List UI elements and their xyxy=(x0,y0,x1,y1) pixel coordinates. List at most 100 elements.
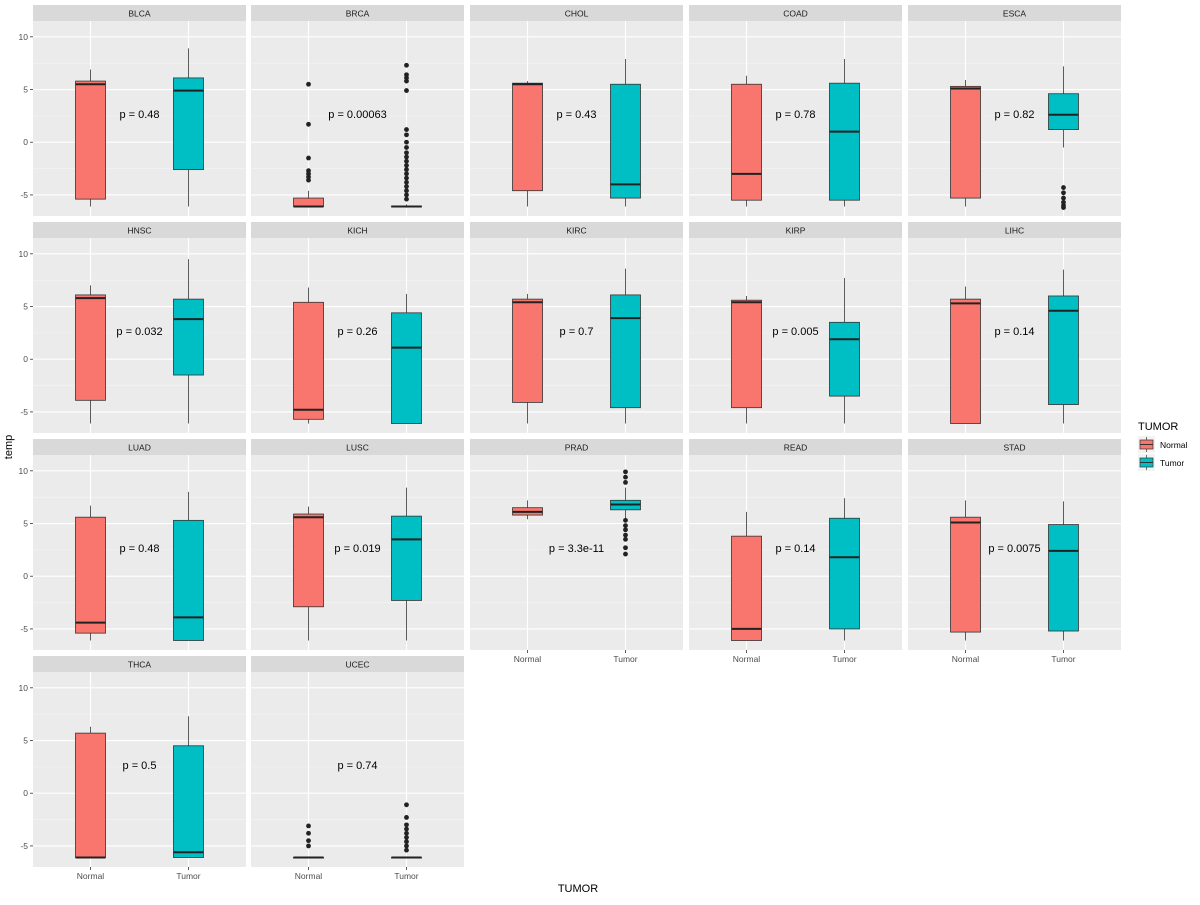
y-tick-label: 5 xyxy=(23,736,28,746)
panel-background xyxy=(33,455,246,650)
outlier-point xyxy=(404,139,409,145)
outlier-point xyxy=(623,532,628,538)
box-body xyxy=(293,301,324,420)
outlier-point xyxy=(404,196,409,202)
box-normal xyxy=(950,500,981,641)
x-tick-label: Tumor xyxy=(394,871,418,881)
outlier-point xyxy=(404,88,409,93)
outlier-point xyxy=(404,847,409,853)
box-tumor xyxy=(829,278,860,424)
outlier-point xyxy=(306,843,311,849)
outlier-point xyxy=(404,830,409,836)
panel-thca: THCA p = 0.5 xyxy=(33,656,246,867)
panel-esca: ESCA p = 0.82 xyxy=(908,5,1121,216)
outlier-point xyxy=(623,545,628,551)
box-normal xyxy=(293,506,324,641)
outlier-point xyxy=(306,81,311,87)
outlier-point xyxy=(623,551,628,557)
p-value-label: p = 0.5 xyxy=(123,760,157,772)
panel-lusc: LUSC p = 0.019 xyxy=(251,439,464,650)
outlier-point xyxy=(623,469,628,475)
panel-title: COAD xyxy=(783,9,808,19)
outlier-point xyxy=(1061,190,1066,196)
box-tumor xyxy=(173,716,204,858)
box-body xyxy=(173,298,204,376)
panel-strip xyxy=(908,439,1121,455)
panel-strip xyxy=(33,439,246,455)
box-body xyxy=(950,298,981,424)
outlier-point xyxy=(623,480,628,485)
x-tick-label: Tumor xyxy=(613,654,637,664)
outlier-point xyxy=(404,132,409,138)
y-tick-label: 5 xyxy=(23,85,28,95)
panel-background xyxy=(251,238,464,433)
panel-background xyxy=(33,21,246,216)
legend: TUMOR Normal Tumor xyxy=(1138,421,1188,471)
outlier-point xyxy=(404,158,409,164)
p-value-label: p = 0.48 xyxy=(119,543,159,555)
y-tick-label: 10 xyxy=(19,249,29,259)
panel-brca: BRCA p = 0.00063 xyxy=(251,5,464,216)
p-value-label: p = 0.019 xyxy=(334,543,380,555)
p-value-label: p = 0.032 xyxy=(116,326,162,338)
box-body xyxy=(75,732,106,858)
panel-background xyxy=(689,238,902,433)
x-tick-label: Normal xyxy=(952,654,980,664)
p-value-label: p = 0.48 xyxy=(119,109,159,121)
outlier-point xyxy=(306,121,311,127)
box-tumor xyxy=(610,268,641,424)
p-value-label: p = 0.43 xyxy=(556,109,596,121)
panel-background xyxy=(251,455,464,650)
outlier-point xyxy=(306,177,311,183)
panel-chol: CHOL p = 0.43 xyxy=(470,5,683,216)
box-normal xyxy=(75,726,106,859)
x-tick-label: Normal xyxy=(733,654,761,664)
p-value-label: p = 0.005 xyxy=(772,326,818,338)
outlier-point xyxy=(404,167,409,173)
panel-kirp: KIRP p = 0.005 xyxy=(689,222,902,433)
box-body xyxy=(1048,524,1079,632)
panel-background xyxy=(470,455,683,650)
panel-title: LIHC xyxy=(1005,226,1024,236)
outlier-point xyxy=(306,830,311,836)
p-value-label: p = 0.00063 xyxy=(328,109,386,121)
box-body xyxy=(731,535,762,641)
panel-strip xyxy=(470,439,683,455)
box-normal xyxy=(512,293,543,424)
box-tumor xyxy=(391,802,422,859)
box-normal xyxy=(731,295,762,424)
box-normal xyxy=(75,285,106,424)
panel-background xyxy=(33,672,246,867)
p-value-label: p = 3.3e-11 xyxy=(549,543,604,555)
y-tick-label: 5 xyxy=(23,519,28,529)
box-body xyxy=(610,294,641,409)
box-tumor xyxy=(1048,501,1079,641)
p-value-label: p = 0.14 xyxy=(994,326,1034,338)
panel-stad: STAD p = 0.0075 xyxy=(908,439,1121,650)
panel-kich: KICH p = 0.26 xyxy=(251,222,464,433)
panel-title: BLCA xyxy=(128,9,151,19)
box-body xyxy=(731,83,762,201)
panel-strip xyxy=(908,222,1121,238)
x-tick-label: Tumor xyxy=(1051,654,1075,664)
panel-blca: BLCA p = 0.48 xyxy=(33,5,246,216)
y-tick-label: -5 xyxy=(20,190,28,200)
p-value-label: p = 0.78 xyxy=(775,109,815,121)
x-tick-label: Normal xyxy=(77,871,105,881)
panel-prad: PRAD p = 3.3e-11 xyxy=(470,439,683,650)
panel-strip xyxy=(251,222,464,238)
panel-title: THCA xyxy=(128,660,151,670)
box-tumor xyxy=(173,48,204,207)
panel-strip xyxy=(689,5,902,21)
outlier-point xyxy=(404,184,409,189)
outlier-point xyxy=(1061,195,1066,201)
box-body xyxy=(391,515,422,601)
box-body xyxy=(391,312,422,424)
panel-title: LUSC xyxy=(346,443,369,453)
box-normal xyxy=(293,81,324,208)
x-axis-title: TUMOR xyxy=(558,883,598,895)
box-tumor xyxy=(173,491,204,641)
panel-background xyxy=(908,21,1121,216)
outlier-point xyxy=(623,536,628,542)
panel-strip xyxy=(470,222,683,238)
